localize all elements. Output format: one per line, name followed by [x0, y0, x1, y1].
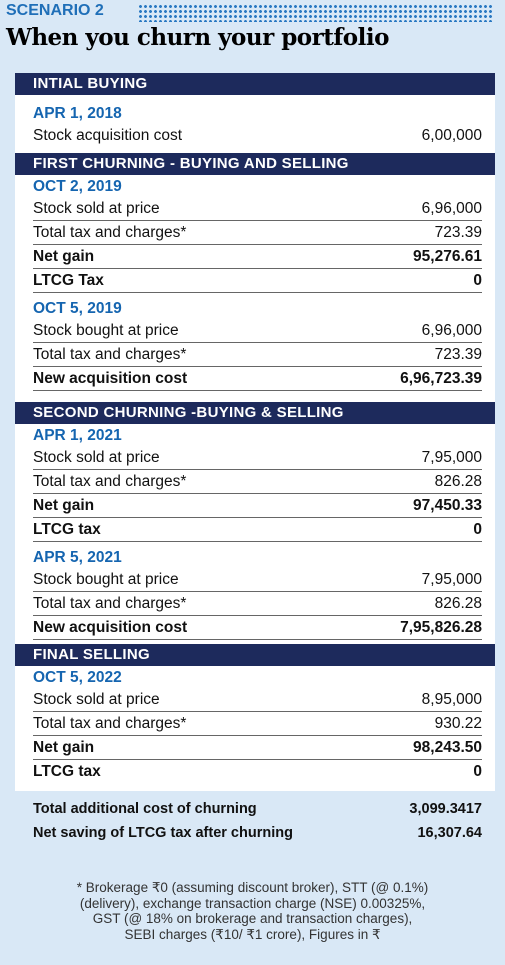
date: OCT 5, 2022: [33, 669, 122, 686]
row-value: 98,243.50: [413, 739, 482, 756]
row-label: Stock sold at price: [33, 449, 160, 466]
total-label: Total additional cost of churning: [33, 801, 257, 817]
row-label: LTCG tax: [33, 521, 101, 538]
row-value: 0: [473, 521, 482, 538]
total-row: Net saving of LTCG tax after churning 16,…: [33, 825, 482, 841]
row-value: 8,95,000: [421, 691, 482, 708]
row-value: 723.39: [434, 346, 482, 363]
row-label: Stock sold at price: [33, 200, 160, 217]
row: Stock bought at price 6,96,000: [33, 319, 482, 343]
row-label: New acquisition cost: [33, 619, 188, 636]
section-header: SECOND CHURNING -BUYING & SELLING: [15, 402, 495, 424]
date: OCT 5, 2019: [33, 300, 122, 317]
row: Total tax and charges* 826.28: [33, 592, 482, 616]
row-value: 7,95,000: [421, 571, 482, 588]
footnote-line: * Brokerage ₹0 (assuming discount broker…: [76, 880, 429, 895]
row: Total tax and charges* 930.22: [33, 712, 482, 736]
row: Stock acquisition cost 6,00,000: [33, 124, 482, 147]
row-value: 7,95,000: [421, 449, 482, 466]
date: APR 5, 2021: [33, 549, 122, 566]
row-value: 826.28: [434, 595, 482, 612]
row-label: Stock acquisition cost: [33, 127, 183, 144]
date: OCT 2, 2019: [33, 178, 122, 195]
row: Net gain 98,243.50: [33, 736, 482, 760]
section-header: INTIAL BUYING: [15, 73, 495, 95]
total-value: 16,307.64: [417, 825, 482, 841]
row-value: 6,96,000: [421, 200, 482, 217]
row: LTCG Tax 0: [33, 269, 482, 293]
footnote-line: GST (@ 18% on brokerage and transaction …: [92, 911, 413, 926]
row: New acquisition cost 7,95,826.28: [33, 616, 482, 640]
row-label: Net gain: [33, 739, 95, 756]
row: Stock bought at price 7,95,000: [33, 568, 482, 592]
date: APR 1, 2018: [33, 105, 122, 122]
row-label: Total tax and charges*: [33, 595, 187, 612]
row-label: Net gain: [33, 248, 95, 265]
row: Stock sold at price 7,95,000: [33, 446, 482, 470]
row-label: LTCG Tax: [33, 272, 104, 289]
row-value: 95,276.61: [413, 248, 482, 265]
row-label: Stock bought at price: [33, 571, 179, 588]
row-label: Total tax and charges*: [33, 346, 187, 363]
row-value: 0: [473, 272, 482, 289]
row-label: Total tax and charges*: [33, 224, 187, 241]
row: Total tax and charges* 826.28: [33, 470, 482, 494]
total-value: 3,099.3417: [409, 801, 482, 817]
row-value: 6,96,000: [421, 322, 482, 339]
row: Stock sold at price 8,95,000: [33, 688, 482, 712]
row-value: 7,95,826.28: [400, 619, 482, 636]
row: New acquisition cost 6,96,723.39: [33, 367, 482, 391]
footnote: * Brokerage ₹0 (assuming discount broker…: [40, 880, 465, 942]
row-value: 826.28: [434, 473, 482, 490]
section-header: FINAL SELLING: [15, 644, 495, 666]
row-label: Total tax and charges*: [33, 715, 187, 732]
total-row: Total additional cost of churning 3,099.3…: [33, 801, 482, 817]
row-value: 930.22: [434, 715, 482, 732]
footnote-line: SEBI charges (₹10/ ₹1 crore), Figures in…: [124, 926, 381, 942]
row-value: 97,450.33: [413, 497, 482, 514]
row-value: 0: [473, 763, 482, 780]
row-value: 6,96,723.39: [400, 370, 482, 387]
section-header: FIRST CHURNING - BUYING AND SELLING: [15, 153, 495, 175]
row-label: Stock sold at price: [33, 691, 160, 708]
total-label: Net saving of LTCG tax after churning: [33, 825, 293, 841]
row-label: Stock bought at price: [33, 322, 179, 339]
row-label: Net gain: [33, 497, 95, 514]
row: Net gain 97,450.33: [33, 494, 482, 518]
footnote-line: (delivery), exchange transaction charge …: [79, 895, 426, 911]
row: Total tax and charges* 723.39: [33, 221, 482, 245]
row: Net gain 95,276.61: [33, 245, 482, 269]
row-label: Total tax and charges*: [33, 473, 187, 490]
row-value: 6,00,000: [421, 127, 482, 144]
table: INTIAL BUYING APR 1, 2018 Stock acquisit…: [15, 73, 495, 791]
row-label: New acquisition cost: [33, 370, 188, 387]
dot-pattern: [138, 4, 494, 22]
title: When you churn your portfolio: [6, 24, 389, 51]
row-value: 723.39: [434, 224, 482, 241]
scenario-label: SCENARIO 2: [6, 2, 104, 19]
row: Stock sold at price 6,96,000: [33, 197, 482, 221]
row: Total tax and charges* 723.39: [33, 343, 482, 367]
row-label: LTCG tax: [33, 763, 101, 780]
row: LTCG tax 0: [33, 760, 482, 783]
date: APR 1, 2021: [33, 427, 122, 444]
row: LTCG tax 0: [33, 518, 482, 542]
